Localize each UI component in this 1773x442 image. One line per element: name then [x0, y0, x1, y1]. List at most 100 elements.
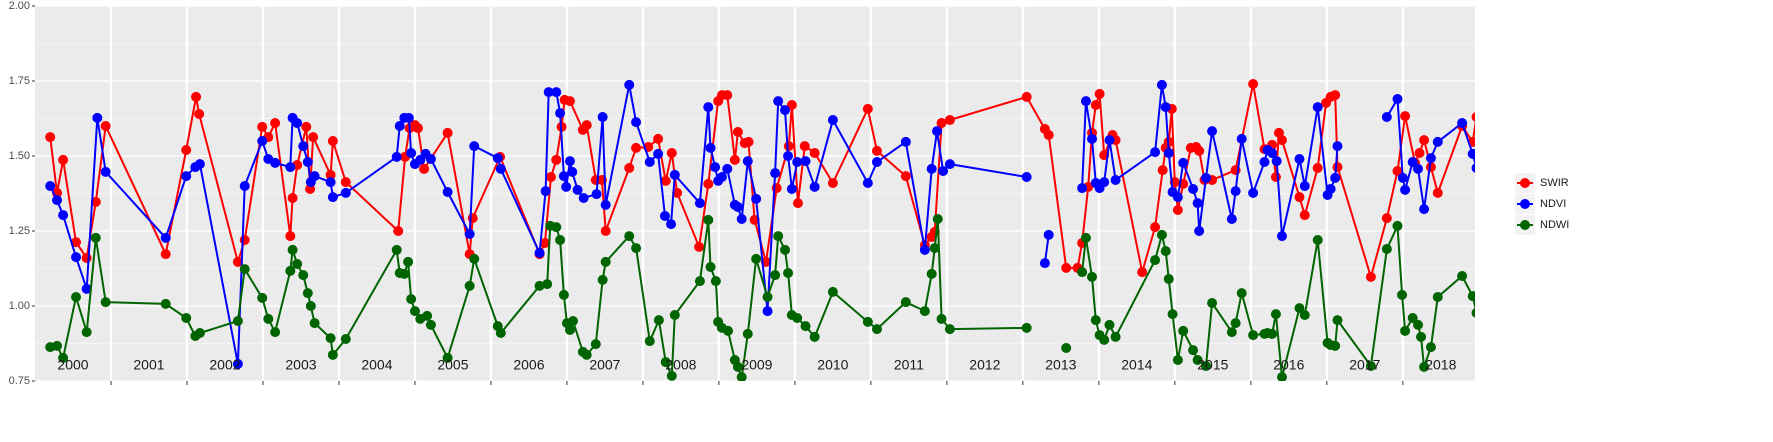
data-point	[394, 121, 405, 131]
data-point	[403, 112, 414, 123]
data-point	[1160, 102, 1171, 113]
data-point	[1099, 177, 1110, 188]
data-point	[340, 177, 351, 188]
data-point	[45, 132, 56, 143]
data-point	[786, 184, 797, 194]
data-point	[780, 244, 791, 255]
data-point	[1061, 262, 1072, 273]
data-point	[660, 357, 671, 368]
data-point	[1471, 163, 1475, 173]
data-point	[308, 132, 319, 143]
data-point	[1043, 229, 1054, 240]
data-point	[600, 199, 611, 210]
y-tick-label: 1.75	[9, 75, 30, 87]
y-tick-label: 2.00	[9, 0, 30, 12]
data-point	[1200, 361, 1211, 371]
data-point	[1267, 328, 1278, 339]
data-point	[597, 274, 608, 285]
legend-label: NDVI	[1540, 198, 1566, 210]
data-point	[1432, 136, 1443, 147]
data-point	[578, 193, 589, 203]
data-point	[729, 154, 740, 165]
data-point	[705, 262, 716, 272]
year-label: 2012	[969, 357, 1000, 373]
data-point	[1230, 318, 1241, 329]
data-point	[534, 247, 545, 258]
data-point	[1192, 198, 1203, 209]
data-point	[340, 334, 351, 344]
data-point	[900, 297, 911, 308]
data-point	[555, 108, 566, 119]
data-point	[301, 121, 312, 132]
data-point	[1192, 355, 1203, 365]
data-point	[325, 169, 336, 180]
data-point	[710, 162, 721, 173]
year-label: 2009	[741, 357, 772, 373]
data-point	[555, 235, 566, 245]
data-point	[631, 243, 642, 254]
data-point	[1407, 157, 1418, 167]
data-point	[871, 157, 882, 167]
data-point	[412, 123, 423, 134]
data-point	[862, 103, 873, 114]
data-point	[783, 268, 794, 278]
data-point	[600, 226, 611, 236]
data-point	[1400, 184, 1411, 195]
data-point	[660, 175, 671, 186]
data-point	[1392, 166, 1403, 176]
data-point	[1325, 184, 1336, 194]
data-point	[770, 270, 781, 281]
data-point	[1276, 231, 1287, 242]
data-point	[736, 372, 747, 381]
data-point	[1381, 112, 1392, 122]
data-point	[827, 178, 838, 188]
data-point	[710, 276, 721, 287]
data-point	[597, 112, 608, 122]
data-point	[600, 256, 611, 267]
data-point	[191, 91, 202, 102]
year-label: 2000	[57, 357, 88, 373]
data-point	[469, 253, 480, 264]
data-point	[743, 136, 754, 147]
data-point	[672, 187, 683, 198]
data-point	[1226, 327, 1237, 338]
data-point	[1397, 289, 1408, 300]
data-point	[270, 157, 281, 168]
data-point	[181, 313, 192, 323]
data-point	[292, 259, 303, 269]
data-point	[292, 118, 303, 128]
data-point	[624, 231, 635, 242]
data-point	[694, 198, 705, 209]
y-tick-label: 1.00	[9, 300, 30, 312]
year-label: 2004	[361, 357, 392, 373]
data-point	[71, 252, 82, 263]
year-label: 2016	[1273, 357, 1304, 373]
data-point	[809, 331, 820, 342]
data-point	[1099, 334, 1110, 345]
data-point	[469, 141, 480, 152]
data-point	[1178, 325, 1189, 336]
data-point	[926, 163, 937, 174]
data-point	[1330, 172, 1341, 183]
data-point	[1457, 118, 1468, 128]
data-point	[287, 193, 298, 203]
data-point	[551, 87, 562, 98]
data-point	[558, 289, 569, 300]
data-point	[1299, 310, 1310, 320]
data-point	[1332, 141, 1343, 152]
data-point	[257, 121, 268, 132]
data-point	[564, 156, 575, 167]
data-point	[403, 256, 414, 267]
axes: 0.75 1.00 1.25 1.50 1.75 2.00 2000 2001 2002 2003…	[9, 0, 1457, 387]
data-point	[257, 136, 268, 146]
data-point	[467, 213, 478, 224]
data-point	[1226, 214, 1237, 224]
data-point	[1425, 342, 1436, 353]
data-point	[1090, 100, 1101, 110]
data-point	[703, 214, 714, 225]
data-point	[666, 148, 677, 158]
series-line	[49, 84, 1475, 365]
data-point	[425, 319, 436, 330]
year-label: 2017	[1349, 357, 1380, 373]
data-point	[1248, 79, 1259, 89]
